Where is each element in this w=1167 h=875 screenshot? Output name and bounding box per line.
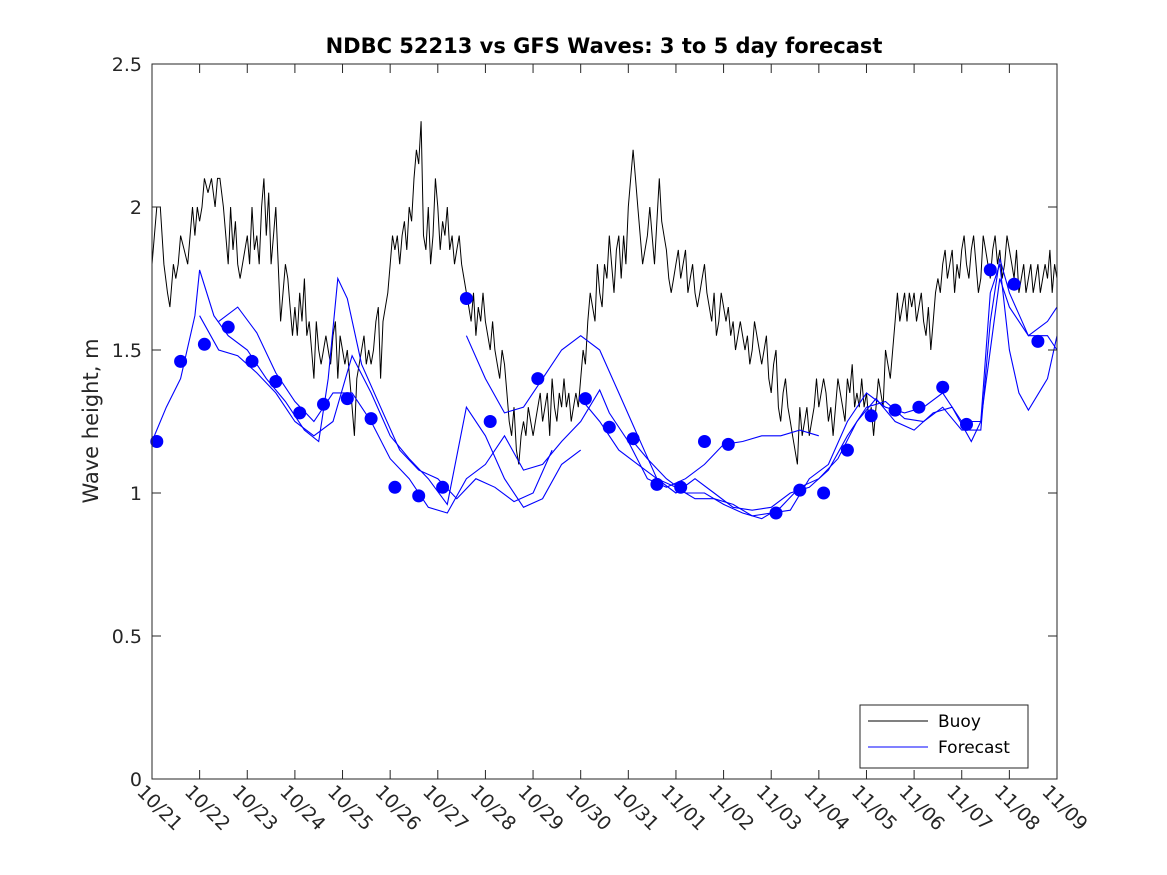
axes-frame bbox=[151, 63, 1058, 780]
forecast-point-34 bbox=[1007, 277, 1021, 291]
forecast-point-12 bbox=[412, 489, 426, 503]
y-axis-label: Wave height, m bbox=[79, 338, 103, 503]
forecast-point-18 bbox=[602, 420, 616, 434]
forecast-point-28 bbox=[864, 409, 878, 423]
buoy-series bbox=[151, 121, 1058, 465]
forecast-point-7 bbox=[293, 406, 307, 420]
x-tick-label: 11/05 bbox=[847, 781, 901, 835]
y-tick-label: 2.5 bbox=[112, 54, 142, 76]
legend-buoy-label: Buoy bbox=[938, 712, 981, 732]
chart-title: NDBC 52213 vs GFS Waves: 3 to 5 day fore… bbox=[326, 34, 883, 58]
forecast-point-33 bbox=[983, 263, 997, 277]
y-tick-label: 1.5 bbox=[112, 340, 142, 362]
x-tick-label: 11/03 bbox=[752, 781, 806, 835]
x-tick-label: 10/22 bbox=[180, 781, 234, 835]
forecast-point-32 bbox=[960, 417, 973, 431]
forecast-line-5 bbox=[580, 278, 1058, 517]
x-tick-label: 10/30 bbox=[561, 781, 615, 835]
x-tick-label: 11/01 bbox=[656, 781, 710, 835]
forecast-point-25 bbox=[793, 483, 807, 497]
forecast-point-6 bbox=[269, 375, 283, 388]
forecast-point-16 bbox=[531, 372, 545, 386]
legend-box bbox=[859, 704, 1029, 769]
y-tick-label: 1 bbox=[130, 483, 142, 505]
plot-area bbox=[152, 64, 1057, 779]
forecast-point-8 bbox=[317, 397, 330, 411]
legend: Buoy Forecast bbox=[859, 704, 1029, 769]
x-tick-label: 10/23 bbox=[228, 781, 282, 835]
x-tick-label: 10/24 bbox=[275, 781, 329, 835]
forecast-point-1 bbox=[150, 435, 164, 448]
x-tick-label: 10/21 bbox=[132, 781, 186, 835]
y-tick-label: 2 bbox=[130, 197, 142, 219]
forecast-point-19 bbox=[626, 432, 640, 446]
forecast-line-4 bbox=[465, 258, 1058, 511]
forecast-point-17 bbox=[578, 392, 592, 406]
forecast-point-9 bbox=[340, 392, 354, 406]
x-tick-label: 11/09 bbox=[1037, 781, 1091, 835]
x-tick-label: 10/29 bbox=[514, 781, 568, 835]
forecast-point-2 bbox=[174, 354, 188, 368]
forecast-point-35 bbox=[1031, 334, 1045, 348]
buoy-line bbox=[151, 121, 1058, 465]
x-tick-label: 10/28 bbox=[466, 781, 520, 835]
x-tick-label: 10/25 bbox=[323, 781, 377, 835]
x-tick-label: 11/02 bbox=[704, 781, 758, 835]
x-tick-label: 11/08 bbox=[990, 781, 1044, 835]
forecast-point-3 bbox=[197, 337, 211, 351]
x-tick-label: 11/07 bbox=[942, 781, 996, 835]
x-tick-label: 10/27 bbox=[418, 781, 472, 835]
forecast-point-21 bbox=[674, 480, 688, 494]
x-tick-label: 10/26 bbox=[371, 781, 425, 835]
forecast-point-20 bbox=[650, 477, 664, 491]
forecast-point-22 bbox=[698, 435, 711, 448]
plot-background bbox=[152, 64, 1057, 779]
forecast-line-3 bbox=[218, 306, 819, 514]
x-tick-label: 10/31 bbox=[609, 781, 663, 835]
y-tick-label: 0.5 bbox=[112, 626, 142, 648]
forecast-point-26 bbox=[817, 486, 831, 500]
forecast-point-5 bbox=[245, 354, 259, 368]
forecast-line-2 bbox=[199, 315, 582, 508]
forecast-point-11 bbox=[388, 480, 402, 494]
y-tick-label: 0 bbox=[130, 769, 142, 791]
forecast-point-10 bbox=[364, 412, 378, 426]
forecast-point-15 bbox=[483, 415, 497, 428]
forecast-point-24 bbox=[769, 506, 783, 520]
forecast-points bbox=[150, 263, 1045, 520]
forecast-point-31 bbox=[936, 380, 950, 394]
forecast-point-29 bbox=[888, 403, 902, 417]
legend-forecast-label: Forecast bbox=[938, 738, 1010, 758]
forecast-series bbox=[151, 258, 1058, 520]
x-tick-label: 11/04 bbox=[799, 781, 853, 835]
x-tick-label: 11/06 bbox=[895, 781, 949, 835]
forecast-point-4 bbox=[221, 320, 235, 334]
forecast-point-14 bbox=[459, 292, 473, 305]
forecast-line-6 bbox=[627, 264, 1058, 520]
forecast-line-1 bbox=[151, 269, 553, 503]
forecast-point-30 bbox=[912, 400, 926, 414]
forecast-point-13 bbox=[436, 480, 450, 494]
forecast-point-27 bbox=[840, 443, 854, 457]
forecast-point-23 bbox=[721, 437, 735, 451]
